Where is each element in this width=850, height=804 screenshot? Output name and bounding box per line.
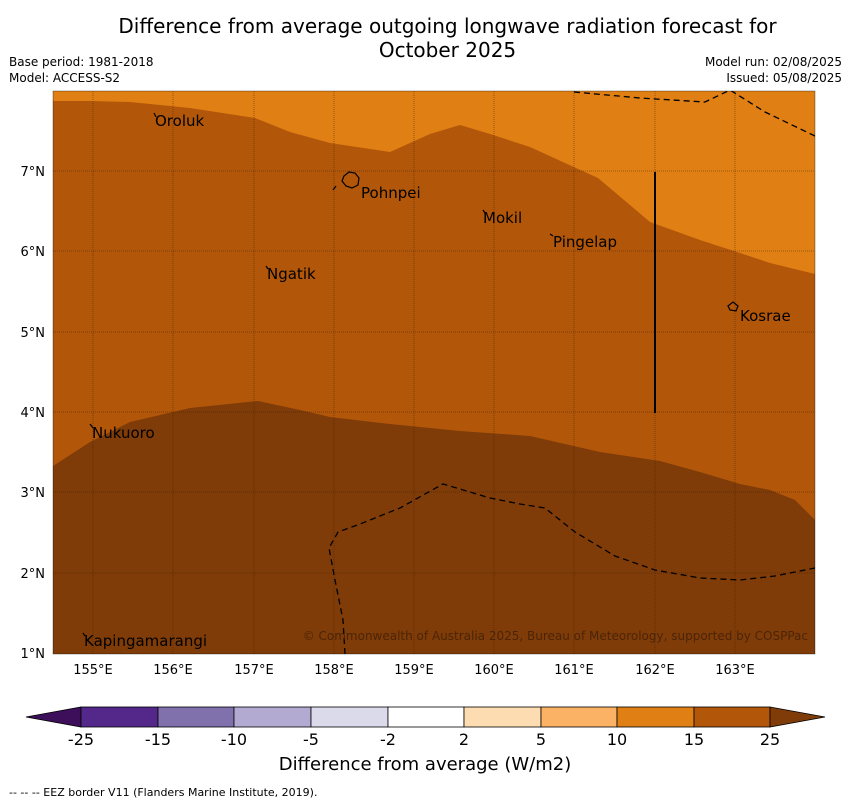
eez-border-south <box>328 483 815 654</box>
oroluk-atoll-icon <box>153 112 157 118</box>
lon-tick-162e: 162°E <box>635 663 675 678</box>
colorbar-tick: -25 <box>68 730 94 749</box>
lat-tick-3n: 3°N <box>21 486 46 501</box>
base-period: Base period: 1981-2018 <box>9 55 154 69</box>
label-pohnpei: Pohnpei <box>361 184 421 202</box>
colorbar-tick: -10 <box>221 730 247 749</box>
lat-tick-6n: 6°N <box>21 245 46 260</box>
colorbar-tick: 5 <box>536 730 546 749</box>
issued-date: Issued: 05/08/2025 <box>726 71 842 85</box>
map-area: Oroluk Pohnpei Mokil Pingelap Ngatik Kos… <box>53 91 815 654</box>
lat-tick-2n: 2°N <box>21 567 46 582</box>
base-info: Base period: 1981-2018 Model: ACCESS-S2 <box>9 54 154 86</box>
label-pingelap: Pingelap <box>553 233 617 251</box>
ant-atoll-icon <box>332 185 337 191</box>
colorbar-bin-6 <box>463 706 542 728</box>
lat-tick-7n: 7°N <box>21 165 46 180</box>
eez-border-north <box>573 91 815 137</box>
colorbar-max-extend <box>769 706 826 728</box>
title-line-2: October 2025 <box>378 38 517 62</box>
ngatik-atoll-icon <box>265 265 269 270</box>
lat-tick-4n: 4°N <box>21 406 46 421</box>
lon-tick-160e: 160°E <box>474 663 514 678</box>
map-frame <box>52 90 816 655</box>
run-info: Model run: 02/08/2025 Issued: 05/08/2025 <box>705 54 842 86</box>
mokil-atoll-icon <box>482 209 486 214</box>
model-name: Model: ACCESS-S2 <box>9 71 121 85</box>
colorbar-min-extend <box>25 706 82 728</box>
colorbar-tick: 10 <box>607 730 627 749</box>
pingelap-atoll-icon <box>549 233 554 237</box>
pohnpei-island-icon <box>341 171 360 189</box>
lon-tick-158e: 158°E <box>314 663 354 678</box>
colorbar-tick: 2 <box>459 730 469 749</box>
label-nukuoro: Nukuoro <box>92 424 155 442</box>
lon-tick-155e: 155°E <box>73 663 113 678</box>
lat-tick-5n: 5°N <box>21 326 46 341</box>
colorbar-bin-3 <box>233 706 312 728</box>
kosrae-island-icon <box>727 301 739 312</box>
lon-tick-labels: 155°E 156°E 157°E 158°E 159°E 160°E 161°… <box>73 663 755 678</box>
colorbar-tick: -2 <box>380 730 396 749</box>
colorbar-tick: 25 <box>760 730 780 749</box>
colorbar-tick: -5 <box>303 730 319 749</box>
lon-tick-157e: 157°E <box>234 663 274 678</box>
lon-tick-161e: 161°E <box>554 663 594 678</box>
island-outlines <box>82 112 739 637</box>
copyright-notice: © Commonwealth of Australia 2025, Bureau… <box>303 629 808 643</box>
label-oroluk: Oroluk <box>155 112 204 130</box>
lon-tick-163e: 163°E <box>715 663 755 678</box>
place-labels: Oroluk Pohnpei Mokil Pingelap Ngatik Kos… <box>84 112 791 650</box>
lat-tick-1n: 1°N <box>21 647 46 662</box>
lat-tick-labels: 7°N 6°N 5°N 4°N 3°N 2°N 1°N <box>21 165 46 662</box>
colorbar: -25 -15 -10 -5 -2 2 5 10 15 25 <box>25 706 826 749</box>
lon-tick-159e: 159°E <box>394 663 434 678</box>
kapingamarangi-atoll-icon <box>82 632 86 637</box>
colorbar-bin-9 <box>693 706 771 728</box>
graticule <box>53 91 815 654</box>
colorbar-bin-1 <box>80 706 159 728</box>
lon-tick-156e: 156°E <box>153 663 193 678</box>
colorbar-tick: -15 <box>145 730 171 749</box>
title-line-1: Difference from average outgoing longwav… <box>118 14 777 38</box>
nukuoro-atoll-icon <box>89 423 94 429</box>
colorbar-bin-5 <box>387 706 465 728</box>
model-run: Model run: 02/08/2025 <box>704 55 842 69</box>
region-above-25 <box>53 401 815 654</box>
colorbar-bin-2 <box>157 706 235 728</box>
eez-legend-note: -- -- -- EEZ border V11 (Flanders Marine… <box>9 786 318 799</box>
colorbar-label: Difference from average (W/m2) <box>278 754 572 775</box>
colorbar-bin-7 <box>540 706 618 728</box>
colorbar-tick: 15 <box>684 730 704 749</box>
map-title: Difference from average outgoing longwav… <box>60 14 835 62</box>
label-ngatik: Ngatik <box>267 265 316 283</box>
label-kapingamarangi: Kapingamarangi <box>84 632 207 650</box>
colorbar-bin-8 <box>616 706 695 728</box>
label-kosrae: Kosrae <box>740 307 791 325</box>
colorbar-bin-4 <box>310 706 389 728</box>
label-mokil: Mokil <box>483 209 522 227</box>
eez-borders <box>328 91 815 654</box>
